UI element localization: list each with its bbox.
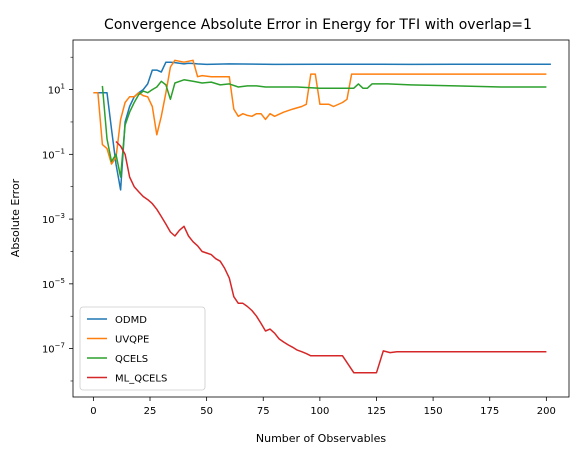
series-line-uvqpe [93, 59, 547, 165]
x-tick-label: 25 [144, 406, 157, 417]
x-tick-label: 175 [480, 406, 499, 417]
x-tick-label: 200 [537, 406, 556, 417]
chart-title: Convergence Absolute Error in Energy for… [104, 17, 532, 33]
legend-label: ML_QCELS [115, 374, 167, 385]
series-line-qcels [101, 79, 547, 178]
y-tick-label: 10−1 [42, 147, 65, 161]
legend-label: QCELS [115, 354, 148, 365]
x-tick-label: 100 [310, 406, 329, 417]
series-line-ml-qcels [115, 140, 547, 374]
y-tick-label: 10−5 [42, 277, 65, 291]
y-axis-label: Absolute Error [9, 178, 22, 257]
x-tick-label: 75 [257, 406, 270, 417]
x-axis-label: Number of Observables [256, 432, 387, 445]
y-tick-label: 10−7 [42, 342, 65, 356]
legend-label: UVQPE [115, 335, 149, 346]
legend-box [79, 306, 206, 391]
y-tick-label: 10−3 [42, 212, 65, 226]
y-tick-label: 101 [48, 83, 65, 97]
x-tick-label: 150 [424, 406, 443, 417]
x-tick-label: 125 [367, 406, 386, 417]
y-axis: 101 10−1 10−3 10−5 10−7 [42, 56, 73, 382]
series-line-odmd [93, 61, 551, 191]
x-axis: 0 25 50 75 100 125 150 175 200 [90, 397, 556, 417]
legend: ODMD UVQPE QCELS ML_QCELS [79, 306, 206, 391]
plot-series [93, 59, 551, 374]
plot-frame [72, 39, 570, 398]
x-tick-label: 50 [200, 406, 213, 417]
legend-label: ODMD [115, 315, 147, 326]
x-tick-label: 0 [90, 406, 96, 417]
